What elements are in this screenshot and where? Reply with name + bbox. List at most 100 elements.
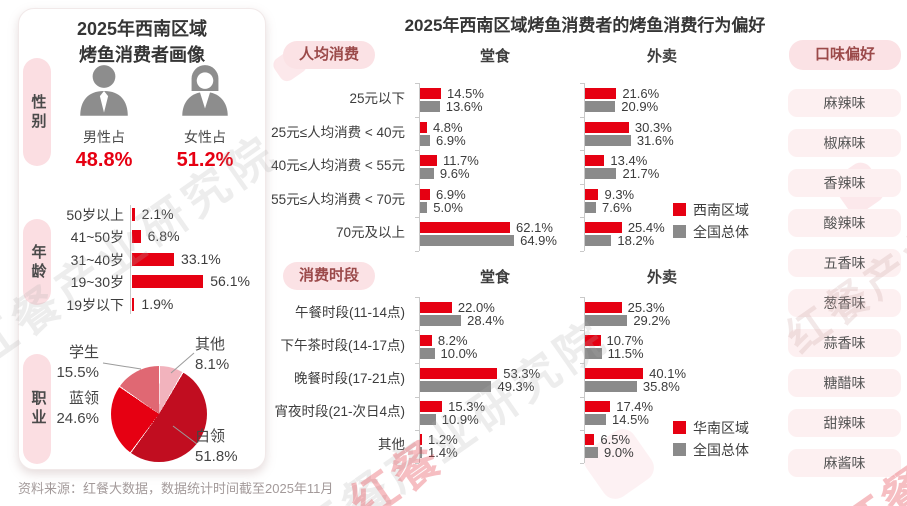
series-bar (585, 447, 599, 458)
series-bar-value: 31.6% (636, 132, 674, 148)
series-bar (420, 201, 428, 213)
series-bar-value: 14.5% (447, 86, 484, 101)
series-bar-value: 9.6% (439, 166, 470, 181)
card-title-line1: 2025年西南区域 (76, 19, 208, 39)
taste-item: 香辣味 (788, 169, 901, 197)
row-category-label: 晚餐时段(17-21点) (293, 371, 405, 386)
legend-label: 西南区域 (693, 202, 749, 218)
series-bar-value: 29.2% (633, 313, 671, 328)
series-bar (420, 222, 511, 233)
chart-axis (584, 83, 585, 251)
series-bar (420, 315, 462, 326)
taste-item: 葱香味 (788, 289, 901, 317)
pie-label-name: 蓝领 (68, 390, 99, 407)
pie-leader-lines (102, 352, 198, 445)
pie-label-white-collar: 白领 51.8% (195, 427, 267, 467)
per-capita-dine-in-header: 堂食 (479, 48, 510, 65)
series-bar (585, 302, 622, 313)
female-value: 51.2% (176, 149, 234, 171)
age-bar (132, 252, 175, 266)
series-bar (420, 381, 492, 392)
male-icon (80, 65, 128, 116)
series-bar (585, 368, 644, 379)
series-bar-value: 49.3% (497, 379, 535, 394)
legend-label: 全国总体 (693, 442, 749, 458)
series-bar (585, 201, 597, 213)
pie-label-value: 24.6% (56, 410, 99, 427)
series-bar (420, 447, 423, 458)
occupation-section-capsule (23, 354, 51, 464)
series-bar (585, 188, 599, 200)
series-bar (420, 401, 443, 412)
series-bar-value: 6.9% (436, 132, 466, 148)
axis-tick (415, 183, 419, 185)
series-bar (585, 401, 611, 412)
series-bar-value: 7.6% (602, 199, 632, 215)
age-bar (132, 297, 135, 311)
taste-item: 甜辣味 (788, 409, 901, 437)
series-bar-value: 35.8% (642, 379, 680, 394)
series-bar (420, 168, 434, 179)
series-bar (420, 88, 442, 99)
axis-tick (415, 396, 419, 398)
series-bar-value: 4.8% (432, 119, 463, 135)
series-bar-value: 9.0% (604, 445, 634, 460)
pie-label-blue-collar: 蓝领 24.6% (27, 389, 99, 429)
series-bar (585, 235, 612, 246)
axis-tick (580, 217, 584, 219)
series-bar (420, 335, 432, 346)
taste-item: 麻酱味 (788, 449, 901, 477)
row-category-label: 55元≤人均消费 < 70元 (271, 191, 405, 207)
series-bar-value: 22.0% (457, 300, 495, 315)
series-bar (420, 134, 430, 146)
row-category-label: 午餐时段(11-14点) (294, 305, 405, 320)
series-bar-value: 11.7% (442, 153, 479, 168)
series-bar (420, 155, 437, 166)
male-figure: 男性占 48.8% (58, 61, 150, 172)
row-category-label: 25元以下 (349, 91, 405, 106)
pie-label-value: 15.5% (56, 364, 99, 381)
age-bar (132, 275, 204, 289)
series-bar-value: 53.3% (503, 366, 541, 381)
series-bar-value: 8.2% (437, 333, 468, 348)
time-slot-takeout-header: 外卖 (646, 269, 677, 286)
series-bar (420, 121, 427, 133)
series-bar-value: 30.3% (634, 119, 672, 135)
series-bar-value: 13.6% (445, 99, 483, 114)
series-bar (585, 121, 629, 133)
series-bar (585, 414, 607, 425)
series-bar-value: 13.4% (610, 153, 648, 168)
age-bar-value: 1.9% (141, 295, 174, 312)
female-icon (182, 65, 228, 116)
axis-tick (580, 183, 584, 185)
male-label: 男性占 (83, 129, 125, 145)
consumer-profile-card: 2025年西南区域 烤鱼消费者画像 性别 年龄 职业 男性占 48.8% (18, 8, 266, 470)
age-bar (132, 230, 141, 244)
row-category-label: 下午茶时段(14-17点) (280, 338, 405, 353)
series-bar (585, 315, 628, 326)
axis-tick (580, 297, 584, 298)
legend-swatch (673, 421, 686, 434)
series-bar (585, 134, 631, 146)
pie-label-name: 学生 (68, 344, 99, 361)
age-bar-value: 6.8% (147, 228, 180, 245)
series-bar (585, 222, 622, 233)
female-label: 女性占 (184, 129, 226, 145)
occupation-section-label: 职业 (31, 390, 47, 426)
series-bar-value: 5.0% (433, 199, 463, 215)
series-bar-value: 1.4% (428, 445, 458, 460)
age-bar-value: 33.1% (181, 250, 221, 267)
series-bar-value: 62.1% (516, 220, 553, 235)
series-bar (420, 368, 498, 379)
series-bar-value: 14.5% (612, 412, 649, 427)
series-bar (585, 101, 616, 112)
age-category-label: 41~50岁 (70, 229, 124, 246)
axis-tick (415, 150, 419, 152)
series-bar-value: 9.3% (604, 186, 635, 202)
legend-label: 华南区域 (693, 420, 749, 436)
chart-axis (584, 297, 585, 463)
age-category-label: 31~40岁 (70, 251, 124, 268)
series-bar (420, 434, 422, 445)
age-bar-value: 56.1% (210, 273, 250, 290)
